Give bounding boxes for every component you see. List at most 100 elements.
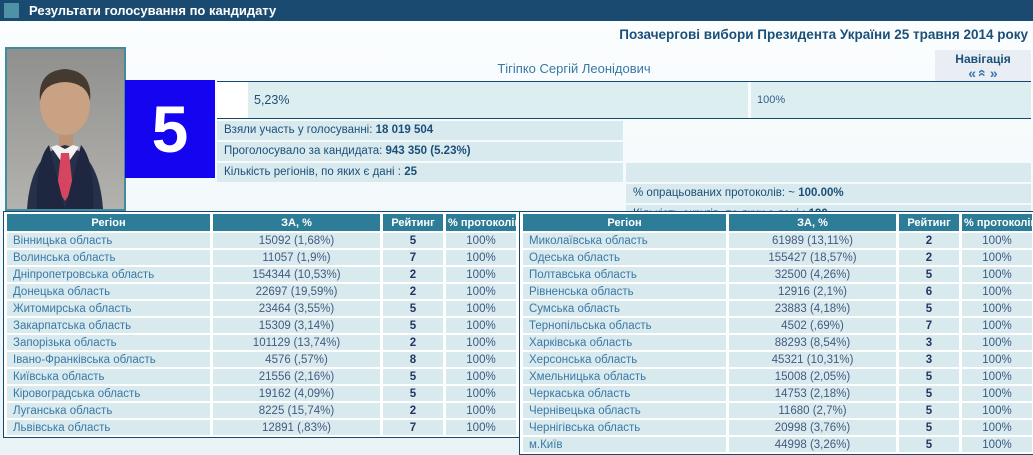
votes-value: 154344 (10,53%) xyxy=(213,267,380,282)
protocols-value: 100% xyxy=(962,369,1032,384)
rating-value: 5 xyxy=(899,437,959,452)
col-header-protocols: % протоколів xyxy=(962,214,1032,231)
protocols-value: 100% xyxy=(962,403,1032,418)
summary-stat-row: Взяли участь у голосуванні: 18 019 504 xyxy=(217,121,623,140)
region-link[interactable]: Одеська область xyxy=(523,250,726,265)
region-link[interactable]: Волинська область xyxy=(7,250,210,265)
table-header-row: Регіон ЗА, % Рейтинг % протоколів xyxy=(523,214,1032,231)
nav-up-icon[interactable]: « xyxy=(974,69,991,77)
candidate-portrait-graphic xyxy=(7,49,124,209)
votes-percent-bar-fill xyxy=(217,82,248,118)
rating-value: 2 xyxy=(383,335,443,350)
rating-value: 7 xyxy=(383,420,443,435)
nav-next-icon[interactable]: » xyxy=(989,65,998,81)
table-row: Тернопільська область 4502 (,69%) 7 100% xyxy=(523,318,1032,333)
votes-value: 11057 (1,9%) xyxy=(213,250,380,265)
navigation-panel[interactable]: Навігація « « » xyxy=(935,50,1031,83)
votes-value: 32500 (4,26%) xyxy=(729,267,896,282)
protocols-value: 100% xyxy=(446,369,516,384)
nav-first-icon[interactable]: « xyxy=(968,65,977,81)
protocols-value: 100% xyxy=(962,352,1032,367)
candidate-number: 5 xyxy=(151,92,189,166)
rating-value: 5 xyxy=(899,301,959,316)
region-link[interactable]: Черкаська область xyxy=(523,386,726,401)
protocols-value: 100% xyxy=(962,420,1032,435)
rating-value: 2 xyxy=(383,403,443,418)
protocols-value: 100% xyxy=(446,335,516,350)
rating-value: 2 xyxy=(899,233,959,248)
votes-value: 12891 (,83%) xyxy=(213,420,380,435)
region-link[interactable]: Івано-Франківська область xyxy=(7,352,210,367)
region-link[interactable]: Херсонська область xyxy=(523,352,726,367)
votes-value: 45321 (10,31%) xyxy=(729,352,896,367)
region-link[interactable]: Чернівецька область xyxy=(523,403,726,418)
rating-value: 2 xyxy=(899,250,959,265)
protocols-value: 100% xyxy=(446,250,516,265)
col-header-rating: Рейтинг xyxy=(899,214,959,231)
summary-stat-row xyxy=(626,163,1031,182)
region-link[interactable]: Рівненська область xyxy=(523,284,726,299)
candidate-photo xyxy=(5,47,126,211)
protocols-value: 100% xyxy=(962,335,1032,350)
region-link[interactable]: Полтавська область xyxy=(523,267,726,282)
table-row: Кіровоградська область 19162 (4,09%) 5 1… xyxy=(7,386,516,401)
table-header-row: Регіон ЗА, % Рейтинг % протоколів xyxy=(7,214,516,231)
protocols-value: 100% xyxy=(962,437,1032,452)
region-link[interactable]: Дніпропетровська область xyxy=(7,267,210,282)
rating-value: 5 xyxy=(899,403,959,418)
region-link[interactable]: Хмельницька область xyxy=(523,369,726,384)
votes-value: 44998 (3,26%) xyxy=(729,437,896,452)
rating-value: 7 xyxy=(383,250,443,265)
summary-stat-row: % опрацьованих протоколів: ~ 100.00% xyxy=(626,184,1031,203)
region-link[interactable]: Закарпатська область xyxy=(7,318,210,333)
region-link[interactable]: Харківська область xyxy=(523,335,726,350)
region-link[interactable]: Житомирська область xyxy=(7,301,210,316)
navigation-arrows: « « » xyxy=(935,65,1031,81)
region-link[interactable]: Тернопільська область xyxy=(523,318,726,333)
col-header-region: Регіон xyxy=(7,214,210,231)
col-header-votes: ЗА, % xyxy=(213,214,380,231)
votes-value: 155427 (18,57%) xyxy=(729,250,896,265)
votes-value: 21556 (2,16%) xyxy=(213,369,380,384)
votes-value: 23883 (4,18%) xyxy=(729,301,896,316)
candidate-number-badge: 5 xyxy=(125,80,215,178)
table-row: Черкаська область 14753 (2,18%) 5 100% xyxy=(523,386,1032,401)
votes-value: 12916 (2,1%) xyxy=(729,284,896,299)
rating-value: 5 xyxy=(383,233,443,248)
region-link[interactable]: м.Київ xyxy=(523,437,726,452)
region-link[interactable]: Чернігівська область xyxy=(523,420,726,435)
votes-value: 19162 (4,09%) xyxy=(213,386,380,401)
region-link[interactable]: Запорізька область xyxy=(7,335,210,350)
rating-value: 2 xyxy=(383,267,443,282)
election-title: Позачергові вибори Президента України 25… xyxy=(619,27,1028,42)
region-link[interactable]: Сумська область xyxy=(523,301,726,316)
protocols-value: 100% xyxy=(446,318,516,333)
region-link[interactable]: Миколаївська область xyxy=(523,233,726,248)
table-row: Луганська область 8225 (15,74%) 2 100% xyxy=(7,403,516,418)
region-link[interactable]: Кіровоградська область xyxy=(7,386,210,401)
protocols-value: 100% xyxy=(962,318,1032,333)
col-header-votes: ЗА, % xyxy=(729,214,896,231)
rating-value: 5 xyxy=(899,420,959,435)
votes-value: 15309 (3,14%) xyxy=(213,318,380,333)
votes-percent-label: 5,23% xyxy=(254,93,290,107)
table-row: Київська область 21556 (2,16%) 5 100% xyxy=(7,369,516,384)
region-link[interactable]: Київська область xyxy=(7,369,210,384)
rating-value: 8 xyxy=(383,352,443,367)
region-link[interactable]: Львівська область xyxy=(7,420,210,435)
protocols-percent-label: 100% xyxy=(757,94,786,106)
region-link[interactable]: Вінницька область xyxy=(7,233,210,248)
region-link[interactable]: Донецька область xyxy=(7,284,210,299)
rating-value: 5 xyxy=(899,267,959,282)
progress-bars: 5,23% 100% xyxy=(217,81,1031,119)
votes-value: 15008 (2,05%) xyxy=(729,369,896,384)
protocols-value: 100% xyxy=(446,267,516,282)
rating-value: 5 xyxy=(383,301,443,316)
rating-value: 3 xyxy=(899,352,959,367)
votes-value: 20998 (3,76%) xyxy=(729,420,896,435)
protocols-value: 100% xyxy=(446,301,516,316)
region-link[interactable]: Луганська область xyxy=(7,403,210,418)
table-row: Миколаївська область 61989 (13,11%) 2 10… xyxy=(523,233,1032,248)
protocols-value: 100% xyxy=(446,284,516,299)
